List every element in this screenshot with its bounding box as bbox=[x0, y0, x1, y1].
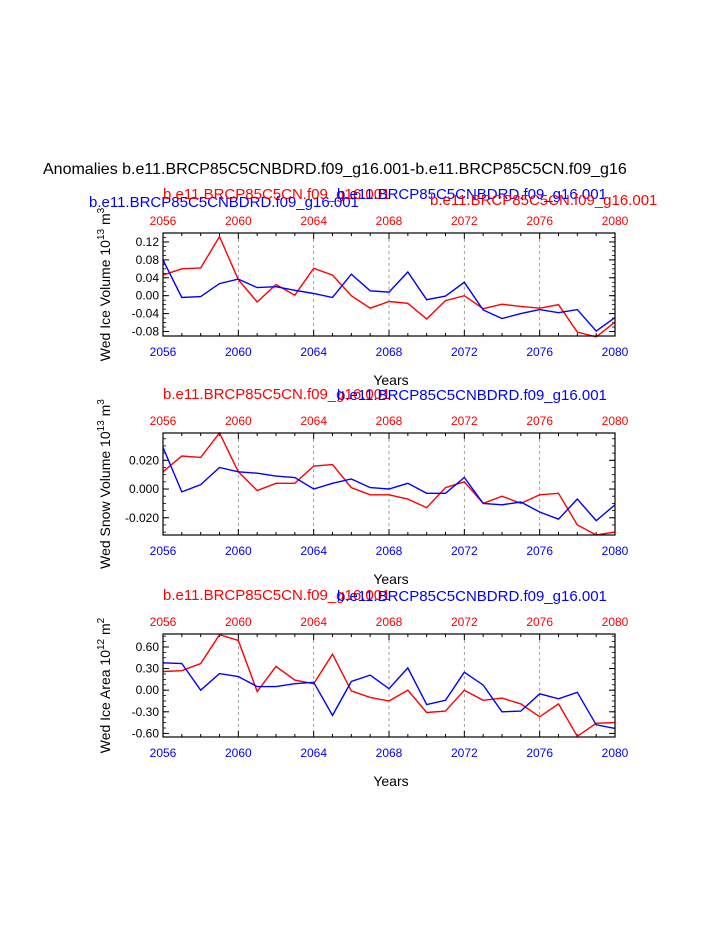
series-line-red bbox=[162, 633, 616, 738]
plot-frame bbox=[162, 633, 616, 738]
x-tick-label-top: 2080 bbox=[602, 615, 629, 629]
legend-top-mid-blue: b.e11.BRCP85C5CNBDRD.f09_g16.001 bbox=[337, 588, 607, 605]
y-axis-label-exp: 13 bbox=[96, 420, 107, 432]
x-tick-label-bottom: 2060 bbox=[225, 544, 252, 558]
x-tick-label-bottom: 2060 bbox=[225, 746, 252, 760]
legend-top-mid-blue: b.e11.BRCP85C5CNBDRD.f09_g16.001 bbox=[337, 186, 607, 203]
x-tick-label-top: 2068 bbox=[376, 615, 403, 629]
y-tick-label: 0.08 bbox=[136, 253, 160, 267]
y-axis-label-unit: m bbox=[97, 213, 113, 229]
legend-top-right-red: b.e11.BRCP85C5CN.f09_g16.001 bbox=[430, 192, 657, 209]
panel-wed-ice-volume: 0.12 0.08 0.04 0.00 -0.04 -0.08 2056 2056 2060 20… bbox=[89, 186, 657, 388]
x-tick-label-bottom: 2076 bbox=[526, 746, 553, 760]
x-tick-label-top: 2076 bbox=[526, 414, 553, 428]
x-tick-label-top: 2072 bbox=[451, 214, 478, 228]
y-axis-label: Wed Ice Area 1012 m2 bbox=[96, 617, 113, 753]
y-tick-label: -0.020 bbox=[125, 511, 159, 525]
x-tick-label-top: 2064 bbox=[300, 214, 327, 228]
y-axis-label: Wed Ice Volume 1013 m3 bbox=[96, 207, 113, 361]
y-axis-label-unit-exp: 3 bbox=[96, 207, 107, 213]
series-line-blue bbox=[162, 662, 616, 730]
x-tick-label-top: 2064 bbox=[300, 414, 327, 428]
main-title: Anomalies b.e11.BRCP85C5CNBDRD.f09_g16.0… bbox=[43, 161, 627, 178]
y-axis-label-unit-exp: 2 bbox=[96, 617, 107, 623]
x-tick-label-bottom: 2072 bbox=[451, 345, 478, 359]
x-tick-label-top: 2080 bbox=[602, 414, 629, 428]
x-tick-label-bottom: 2060 bbox=[225, 345, 252, 359]
x-tick-label-bottom: 2064 bbox=[300, 345, 327, 359]
chart-panels: 0.120.080.040.00-0.04-0.0820562056206020… bbox=[89, 186, 657, 789]
x-tick-label-top: 2076 bbox=[526, 615, 553, 629]
y-tick-label: -0.30 bbox=[132, 705, 160, 719]
x-tick-label-bottom: 2068 bbox=[376, 345, 403, 359]
x-tick-label-top: 2076 bbox=[526, 214, 553, 228]
y-tick-label: 0.30 bbox=[136, 662, 160, 676]
x-tick-label-top: 2060 bbox=[225, 615, 252, 629]
legend-top-mid-red: b.e11.BRCP85C5CN.f09_g16.001 bbox=[163, 386, 390, 403]
legend-top-mid-red: b.e11.BRCP85C5CN.f09_g16.001 bbox=[163, 186, 390, 203]
panel-wed-snow-volume: 0.020 0.000 -0.020 2056 2056 2060 2060 2064 2064… bbox=[96, 386, 629, 587]
x-tick-label-bottom: 2076 bbox=[526, 345, 553, 359]
y-axis-label-exp: 13 bbox=[96, 228, 107, 240]
panel-wed-ice-area: 0.60 0.30 0.00 -0.30 -0.60 2056 2056 2060 2060 20… bbox=[96, 587, 629, 789]
y-tick-label: 0.000 bbox=[129, 482, 159, 496]
plot-frame bbox=[162, 432, 616, 536]
plot-frame bbox=[162, 232, 616, 337]
x-tick-label-top: 2060 bbox=[225, 414, 252, 428]
x-tick-label-bottom: 2056 bbox=[150, 746, 177, 760]
x-tick-label-bottom: 2072 bbox=[451, 544, 478, 558]
series-line-blue bbox=[162, 259, 616, 333]
y-tick-label: 0.60 bbox=[136, 640, 160, 654]
x-axis-label: Years bbox=[373, 372, 408, 388]
y-tick-label: -0.04 bbox=[132, 307, 160, 321]
x-tick-label-bottom: 2068 bbox=[376, 746, 403, 760]
y-axis-label-unit: m bbox=[97, 405, 113, 421]
x-tick-label-top: 2056 bbox=[150, 414, 177, 428]
x-tick-label-bottom: 2056 bbox=[150, 345, 177, 359]
x-tick-label-top: 2056 bbox=[150, 615, 177, 629]
legend-top-mid-blue: b.e11.BRCP85C5CNBDRD.f09_g16.001 bbox=[337, 387, 607, 404]
x-tick-label-bottom: 2080 bbox=[602, 544, 629, 558]
y-tick-label: 0.04 bbox=[136, 271, 160, 285]
x-tick-label-top: 2056 bbox=[150, 214, 177, 228]
y-tick-label: 0.00 bbox=[136, 683, 160, 697]
y-axis-label-main: Wed Ice Volume 10 bbox=[97, 240, 113, 361]
x-tick-label-bottom: 2056 bbox=[150, 544, 177, 558]
x-tick-label-top: 2072 bbox=[451, 414, 478, 428]
x-tick-label-bottom: 2068 bbox=[376, 544, 403, 558]
y-axis-label-unit: m bbox=[97, 623, 113, 639]
x-axis-label: Years bbox=[373, 773, 408, 789]
x-tick-label-bottom: 2064 bbox=[300, 544, 327, 558]
legend-top-mid-red: b.e11.BRCP85C5CN.f09_g16.001 bbox=[163, 587, 390, 604]
y-axis-label-main: Wed Snow Volume 10 bbox=[97, 431, 113, 569]
y-tick-label: 0.12 bbox=[136, 235, 160, 249]
x-axis-label: Years bbox=[373, 571, 408, 587]
y-axis-label-exp: 12 bbox=[96, 638, 107, 650]
x-tick-label-top: 2080 bbox=[602, 214, 629, 228]
y-tick-label: 0.00 bbox=[136, 289, 160, 303]
x-tick-label-bottom: 2072 bbox=[451, 746, 478, 760]
x-tick-label-top: 2068 bbox=[376, 214, 403, 228]
series-line-blue bbox=[162, 447, 616, 522]
legend-top-left-blue: b.e11.BRCP85C5CNBDRD.f09_g16.001 bbox=[89, 194, 359, 211]
x-tick-label-bottom: 2080 bbox=[602, 345, 629, 359]
x-tick-label-top: 2060 bbox=[225, 214, 252, 228]
y-axis-label-unit-exp: 3 bbox=[96, 399, 107, 405]
y-axis-label: Wed Snow Volume 1013 m3 bbox=[96, 399, 113, 569]
y-axis-label-main: Wed Ice Area 10 bbox=[97, 650, 113, 753]
x-tick-label-bottom: 2080 bbox=[602, 746, 629, 760]
x-tick-label-top: 2072 bbox=[451, 615, 478, 629]
x-tick-label-top: 2064 bbox=[300, 615, 327, 629]
x-tick-label-top: 2068 bbox=[376, 414, 403, 428]
y-tick-label: -0.60 bbox=[132, 726, 160, 740]
x-tick-label-bottom: 2076 bbox=[526, 544, 553, 558]
x-tick-label-bottom: 2064 bbox=[300, 746, 327, 760]
y-tick-label: 0.020 bbox=[129, 453, 159, 467]
y-tick-label: -0.08 bbox=[132, 325, 160, 339]
